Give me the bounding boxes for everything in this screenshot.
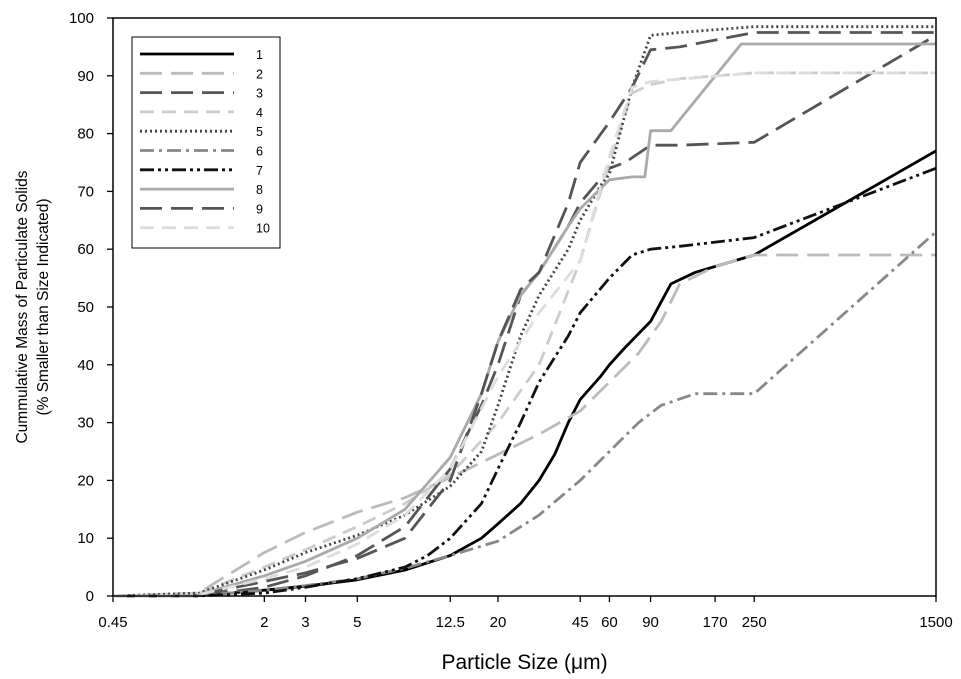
x-tick-label: 20 — [490, 614, 507, 631]
series-line-7 — [113, 166, 937, 598]
x-tick-label: 250 — [742, 614, 767, 631]
legend-label: 8 — [256, 183, 263, 197]
x-tick-label: 12.5 — [436, 614, 465, 631]
legend-label: 9 — [256, 202, 263, 216]
y-axis-title-line: Cummulative Mass of Particulate Solids — [14, 170, 31, 443]
legend-label: 10 — [256, 222, 270, 236]
y-tick-label: 70 — [77, 183, 94, 200]
legend-label: 5 — [256, 125, 263, 139]
series-line-6 — [113, 230, 937, 598]
x-tick-label: 60 — [601, 614, 618, 631]
legend-label: 1 — [256, 48, 263, 62]
series-lines — [112, 25, 937, 598]
series-line-5 — [112, 25, 936, 598]
y-tick-label: 80 — [77, 126, 94, 143]
legend-label: 7 — [256, 164, 263, 178]
y-tick-label: 0 — [86, 588, 94, 605]
y-tick-label: 30 — [77, 415, 94, 432]
y-axis-title: Cummulative Mass of Particulate Solids (%… — [14, 170, 52, 443]
x-tick-label: 45 — [572, 614, 589, 631]
x-axis-title: Particle Size (μm) — [441, 651, 607, 674]
plot-frame — [112, 17, 937, 597]
x-tick-label: 170 — [703, 614, 728, 631]
x-axis-ticks: 0.45 2 3 5 12.5 20 45 60 90 170 250 1500 — [98, 596, 953, 631]
series-line-4 — [112, 71, 936, 598]
y-tick-label: 90 — [77, 68, 94, 85]
y-tick-label: 20 — [77, 472, 94, 489]
series-line-8 — [113, 42, 936, 598]
y-axis-title-line: (% Smaller than Size Indicated) — [35, 198, 52, 415]
y-tick-label: 100 — [69, 10, 94, 27]
y-tick-label: 10 — [77, 530, 94, 547]
y-tick-label: 40 — [77, 357, 94, 374]
series-line-9 — [113, 31, 936, 598]
y-tick-label: 50 — [77, 299, 94, 316]
y-tick-label: 60 — [77, 241, 94, 258]
x-tick-label: 3 — [301, 614, 309, 631]
legend-label: 2 — [256, 67, 263, 81]
y-axis-ticks: 0 10 20 30 40 50 60 70 80 90 100 — [69, 10, 113, 605]
legend-label: 3 — [256, 87, 263, 101]
x-tick-label: 1500 — [919, 614, 952, 631]
x-tick-label: 2 — [260, 614, 268, 631]
series-line-10 — [113, 71, 936, 598]
legend-label: 4 — [256, 106, 263, 120]
series-line-2 — [112, 253, 936, 598]
legend-label: 6 — [256, 145, 263, 159]
x-tick-label: 90 — [642, 614, 659, 631]
x-tick-label: 5 — [353, 614, 361, 631]
legend: 1 2 3 4 5 6 7 8 9 10 — [131, 36, 281, 249]
x-tick-label: 0.45 — [98, 614, 127, 631]
